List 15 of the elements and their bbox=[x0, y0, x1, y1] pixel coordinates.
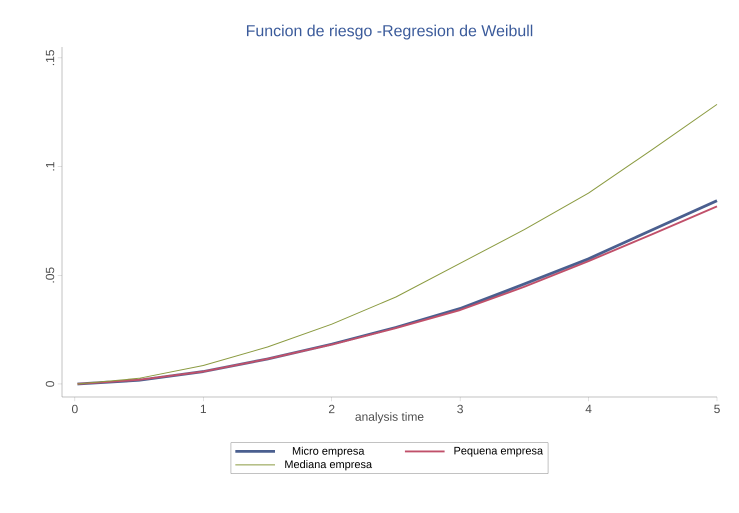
y-tick-label: .15 bbox=[46, 50, 54, 66]
x-tick-label: 1 bbox=[200, 404, 206, 413]
y-tick-label: 0 bbox=[46, 381, 54, 387]
x-tick-label: 3 bbox=[457, 404, 463, 414]
legend-label: Pequena empresa bbox=[454, 446, 544, 457]
y-tick-label: .05 bbox=[46, 267, 54, 282]
x-tick-label: 4 bbox=[586, 404, 592, 413]
x-axis-title: analysis time bbox=[355, 412, 424, 424]
legend-label: Mediana empresa bbox=[285, 460, 372, 470]
x-tick-label: 0 bbox=[72, 404, 78, 414]
y-tick-label: .1 bbox=[46, 162, 54, 170]
legend-label: Micro empresa bbox=[292, 446, 364, 457]
chart-title: Funcion de riesgo -Regresion de Weibull bbox=[246, 24, 532, 40]
x-tick-label: 2 bbox=[328, 404, 334, 414]
x-tick-label: 5 bbox=[714, 404, 720, 414]
